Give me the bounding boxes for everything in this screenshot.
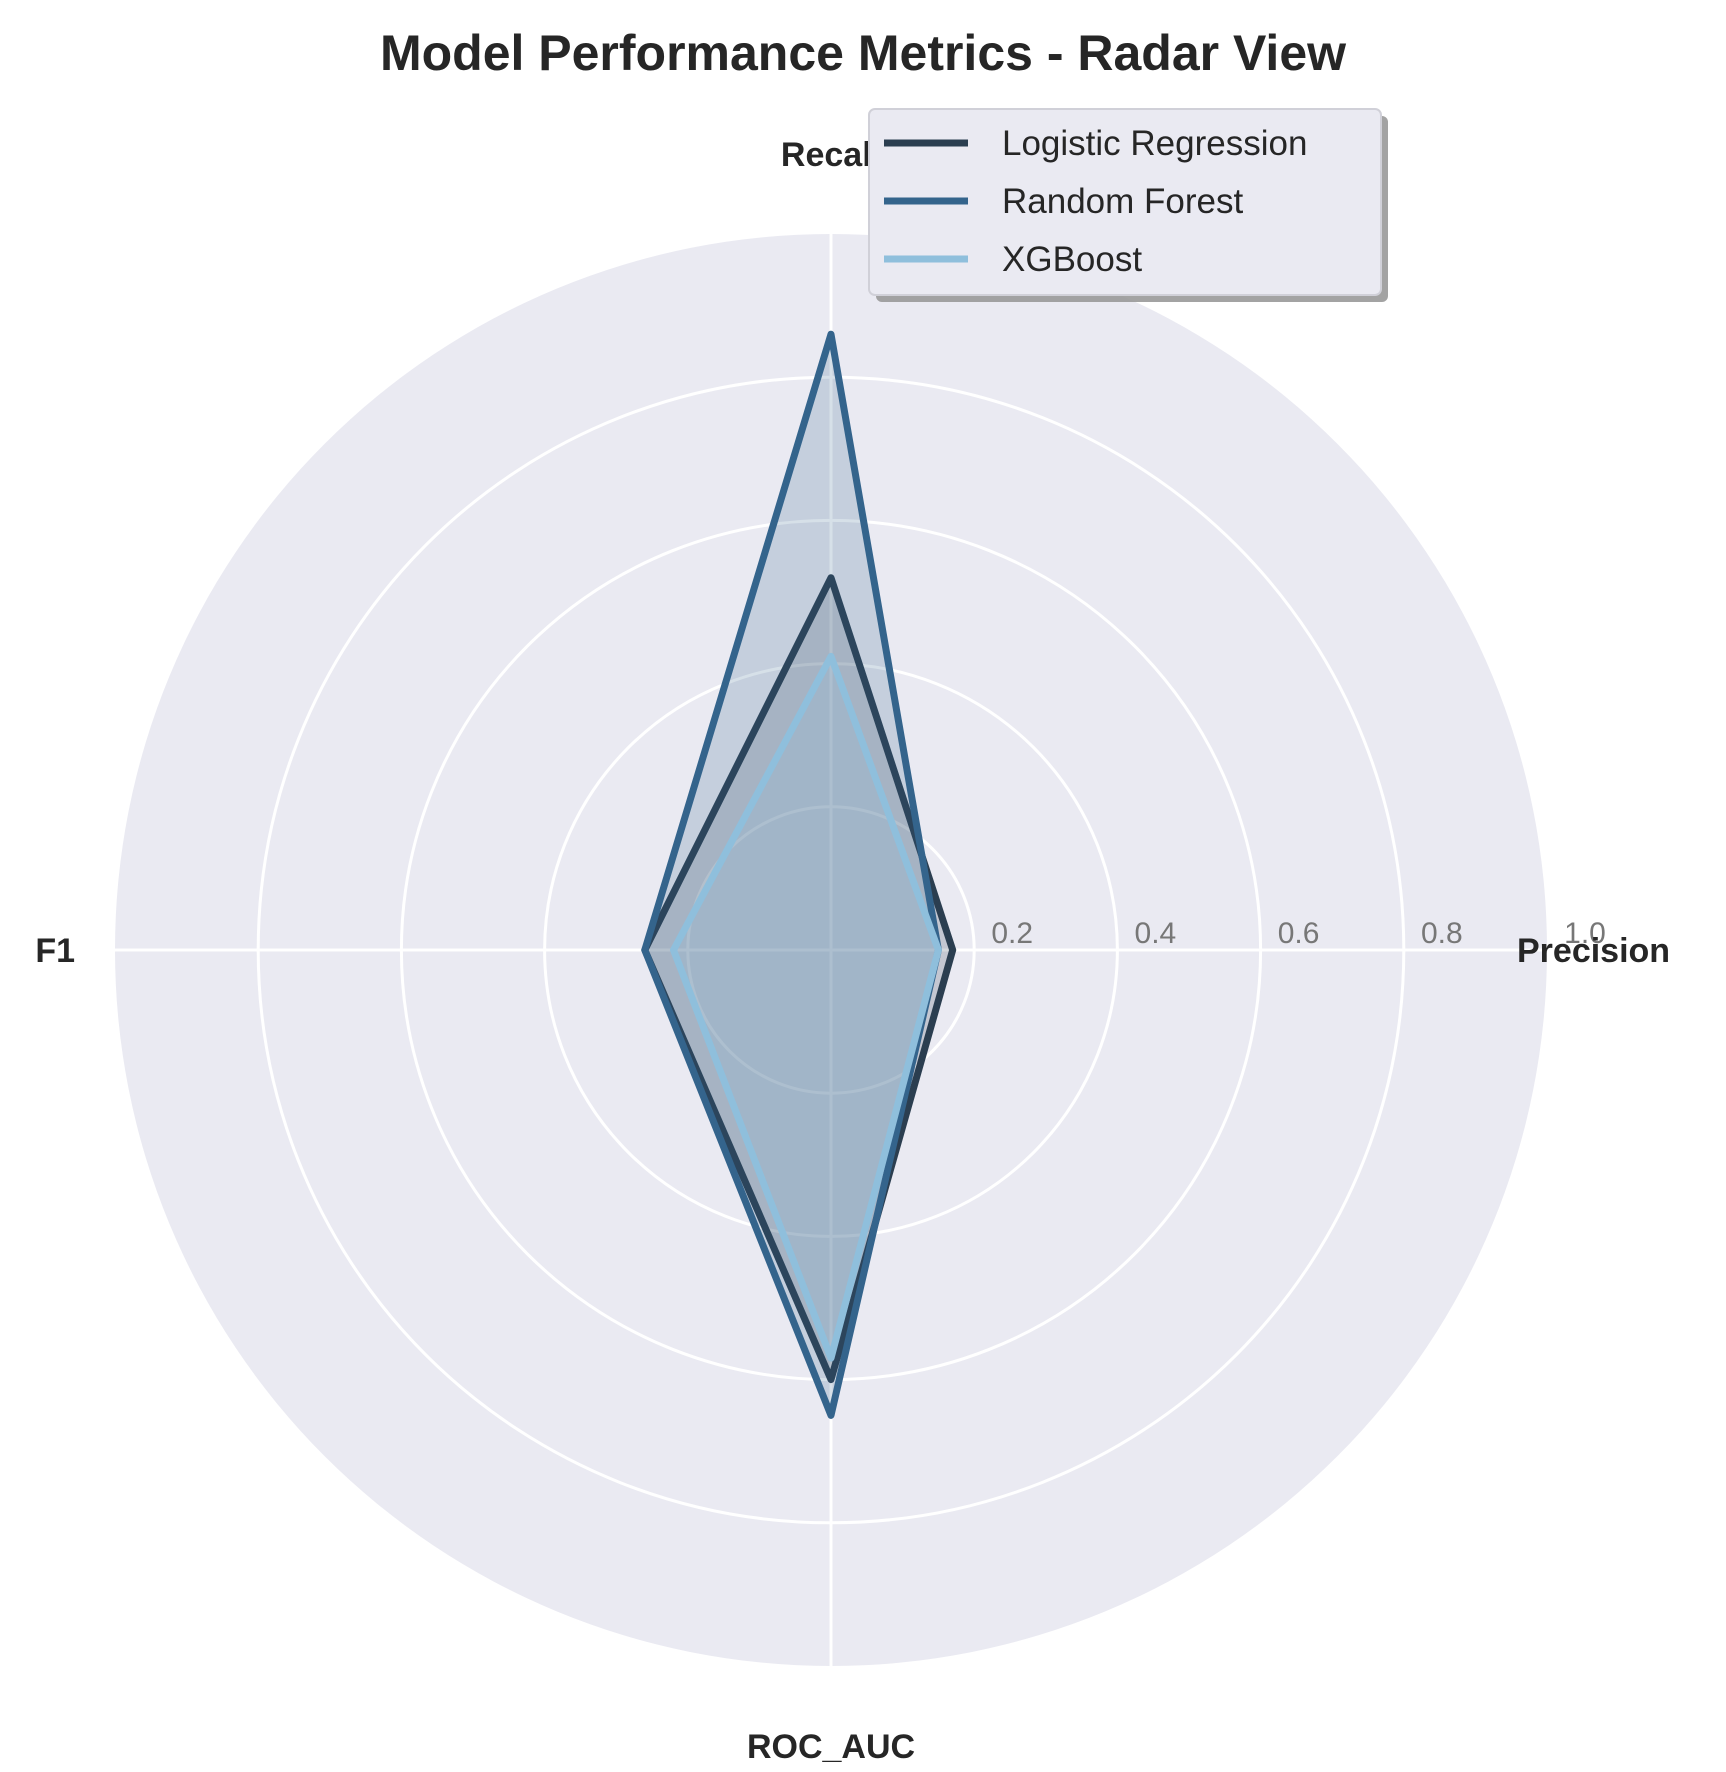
series-line-xgboost — [670, 652, 942, 1362]
radial-tick-label: 0.4 — [1135, 917, 1177, 950]
radial-tick-label: 0.2 — [991, 917, 1033, 950]
radial-tick-label: 0.6 — [1278, 917, 1320, 950]
legend-label-random-forest: Random Forest — [1002, 182, 1243, 221]
axis-label-roc-auc: ROC_AUC — [747, 1728, 915, 1766]
radar-series — [641, 330, 957, 1419]
series-line-random-forest — [641, 330, 942, 1419]
radial-tick-labels: 0.2 0.4 0.6 0.8 1.0 — [991, 917, 1606, 950]
legend-box — [868, 108, 1382, 296]
legend: Logistic Regression Random Forest XGBoost — [868, 108, 1388, 302]
legend-label-logistic-regression: Logistic Regression — [1002, 124, 1307, 163]
series-fill-random-forest — [644, 334, 939, 1416]
radial-tick-label: 0.8 — [1421, 917, 1463, 950]
legend-entries: Logistic Regression Random Forest XGBoost — [884, 124, 1307, 279]
radial-tick-label: 1.0 — [1564, 917, 1606, 950]
axis-labels: Precision Recall F1 ROC_AUC — [35, 136, 1670, 1766]
axis-label-f1: F1 — [35, 932, 75, 970]
legend-label-xgboost: XGBoost — [1002, 240, 1142, 279]
chart-title: Model Performance Metrics - Radar View — [380, 25, 1346, 81]
axis-label-precision: Precision — [1517, 932, 1670, 970]
axis-label-recall: Recall — [781, 136, 881, 174]
